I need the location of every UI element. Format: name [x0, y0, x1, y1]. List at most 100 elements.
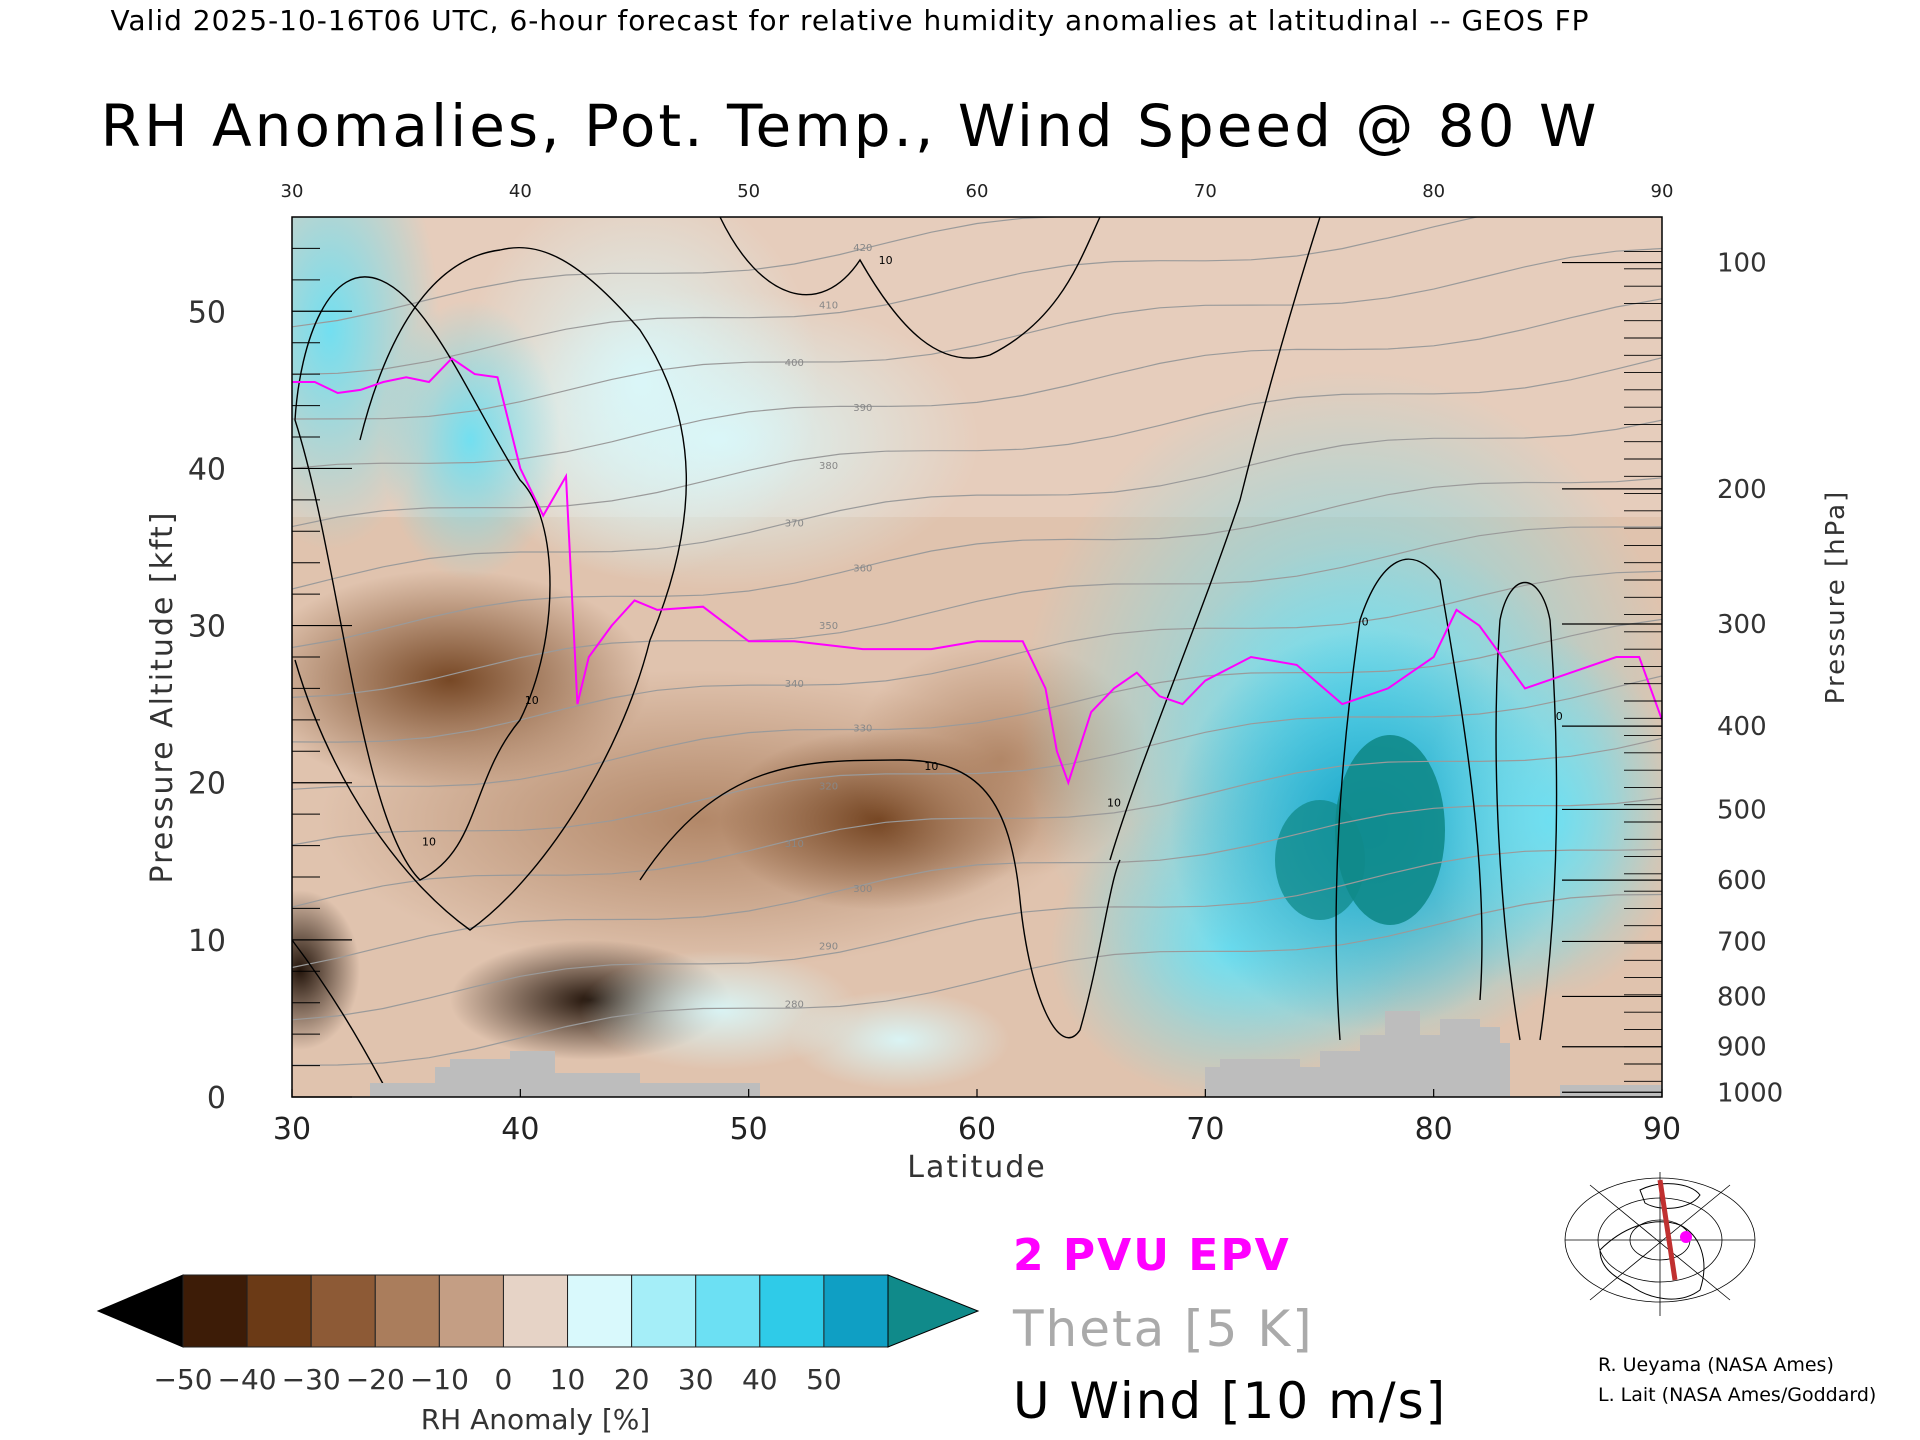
colorbar-swatch [695, 1274, 761, 1348]
colorbar-tick-label: −40 [218, 1363, 277, 1396]
theta-contour [292, 419, 1662, 590]
top-x-tick-label: 60 [966, 181, 989, 202]
wind-contours: 10 10 10 10 10 0 0 [292, 217, 1563, 1097]
pressure-tick-label: 500 [1717, 795, 1767, 825]
epv-line [292, 357, 1662, 786]
x-axis-label: Latitude [907, 1150, 1046, 1185]
theta-contour-label: 390 [853, 403, 872, 414]
theta-contour [292, 477, 1662, 649]
theta-contour [292, 357, 1662, 528]
wind-contour-10-jet-left [294, 276, 551, 881]
pressure-tick-label: 100 [1717, 249, 1767, 279]
colorbar-swatch [823, 1274, 889, 1348]
chart-title: RH Anomalies, Pot. Temp., Wind Speed @ 8… [100, 92, 1600, 160]
wind-contour-0-arctic [1335, 558, 1483, 1041]
colorbar-swatch [246, 1274, 312, 1348]
theta-contour-label: 350 [819, 621, 838, 632]
theta-contour [292, 893, 1662, 1066]
pressure-tick-label: 700 [1717, 927, 1767, 957]
theta-contour-label: 400 [785, 358, 804, 369]
top-x-tick-label: 70 [1194, 181, 1217, 202]
theta-contour [292, 217, 1115, 328]
colorbar-swatch [567, 1274, 633, 1348]
theta-contour-label: 320 [819, 781, 838, 792]
theta-contour-label: 330 [853, 724, 872, 735]
credit-line: R. Ueyama (NASA Ames) [1598, 1354, 1834, 1376]
pressure-tick-label: 200 [1717, 475, 1767, 505]
map-meridian [1589, 1184, 1731, 1301]
colorbar-swatch [631, 1274, 697, 1348]
rh-anomaly-field [292, 217, 1662, 1097]
forecast-valid-line: Valid 2025-10-16T06 UTC, 6-hour forecast… [110, 4, 1590, 37]
wind-contour-10-arctic [1109, 217, 1321, 861]
theta-contour-label: 290 [819, 942, 838, 953]
top-x-tick-label: 40 [509, 181, 532, 202]
axes: 3030404050506060707080809090Latitude0102… [145, 181, 1851, 1185]
x-tick-label: 30 [273, 1112, 311, 1147]
theta-contour [292, 797, 1662, 969]
epv-2pvu-line [292, 357, 1662, 786]
credit-line: L. Lait (NASA Ames/Goddard) [1598, 1384, 1877, 1406]
legend-wind: U Wind [10 m/s] [1013, 1372, 1448, 1430]
map-coastline [1599, 1221, 1705, 1300]
legend-theta: Theta [5 K] [1013, 1300, 1314, 1358]
y-axis-label: Pressure Altitude [kft] [145, 511, 180, 884]
theta-contour-label: 340 [785, 679, 804, 690]
colorbar-swatch [438, 1274, 504, 1348]
theta-contour [292, 675, 1662, 846]
wind-contour-low-left [292, 939, 391, 1097]
pressure-tick-label: 400 [1717, 712, 1767, 742]
colorbar-tick-label: −50 [153, 1363, 212, 1396]
x-tick-label: 50 [730, 1112, 768, 1147]
pressure-tick-label: 800 [1717, 982, 1767, 1012]
y-tick-label: 40 [188, 452, 226, 487]
x-tick-label: 80 [1415, 1112, 1453, 1147]
top-x-tick-label: 30 [281, 181, 304, 202]
credits: R. Ueyama (NASA Ames) L. Lait (NASA Ames… [1598, 1350, 1876, 1410]
theta-contour [292, 848, 1662, 1021]
pressure-axis-label: Pressure [hPa] [1821, 490, 1851, 705]
colorbar-tick-label: 20 [614, 1363, 650, 1396]
y-tick-label: 50 [188, 295, 226, 330]
wind-contour-label: 10 [924, 760, 938, 773]
wind-contour-label: 0 [1362, 616, 1369, 629]
cross-section-line [1657, 1179, 1678, 1281]
x-tick-label: 70 [1186, 1112, 1224, 1147]
x-tick-label: 60 [958, 1112, 996, 1147]
colorbar-tick-label: −10 [410, 1363, 469, 1396]
wind-contour-0-polar [1495, 581, 1558, 1041]
colorbar-swatch [182, 1274, 248, 1348]
theta-contour [292, 298, 1662, 469]
colorbar-tick-label: −20 [346, 1363, 405, 1396]
theta-contour-label: 360 [853, 563, 872, 574]
theta-contour-label: 410 [819, 301, 838, 312]
theta-contour-label: 300 [853, 884, 872, 895]
pressure-tick-label: 1000 [1717, 1078, 1783, 1108]
colorbar-tick-label: 50 [806, 1363, 842, 1396]
top-x-tick-label: 90 [1651, 181, 1674, 202]
location-marker [1680, 1231, 1692, 1243]
theta-contour [292, 247, 1662, 420]
theta-contour [292, 217, 1480, 376]
topography-mask [370, 1011, 1662, 1097]
pressure-tick-label: 300 [1717, 610, 1767, 640]
wind-contour-label: 10 [879, 254, 893, 267]
theta-contour [292, 618, 1662, 790]
colorbar-over-arrow [887, 1274, 980, 1348]
wind-contour-label: 10 [422, 836, 436, 849]
x-tick-label: 40 [501, 1112, 539, 1147]
y-tick-label: 30 [188, 610, 226, 645]
theta-contour [292, 737, 1662, 908]
theta-contour-label: 380 [819, 461, 838, 472]
wind-contour-10-mid [639, 759, 1121, 1039]
theta-contours: 280 290 300 310 320 330 340 350 360 370 380 390 400 4… [292, 217, 1662, 1066]
top-x-tick-label: 80 [1422, 181, 1445, 202]
colorbar-under-arrow [96, 1274, 184, 1348]
wind-contour-10-jet-outer [294, 246, 688, 931]
wind-contour-10-stratosphere [719, 217, 1101, 359]
colorbar-swatch [502, 1274, 569, 1348]
colorbar-tick-label: 40 [742, 1363, 778, 1396]
colorbar-tick-label: 30 [678, 1363, 714, 1396]
colorbar-swatch [374, 1274, 440, 1348]
